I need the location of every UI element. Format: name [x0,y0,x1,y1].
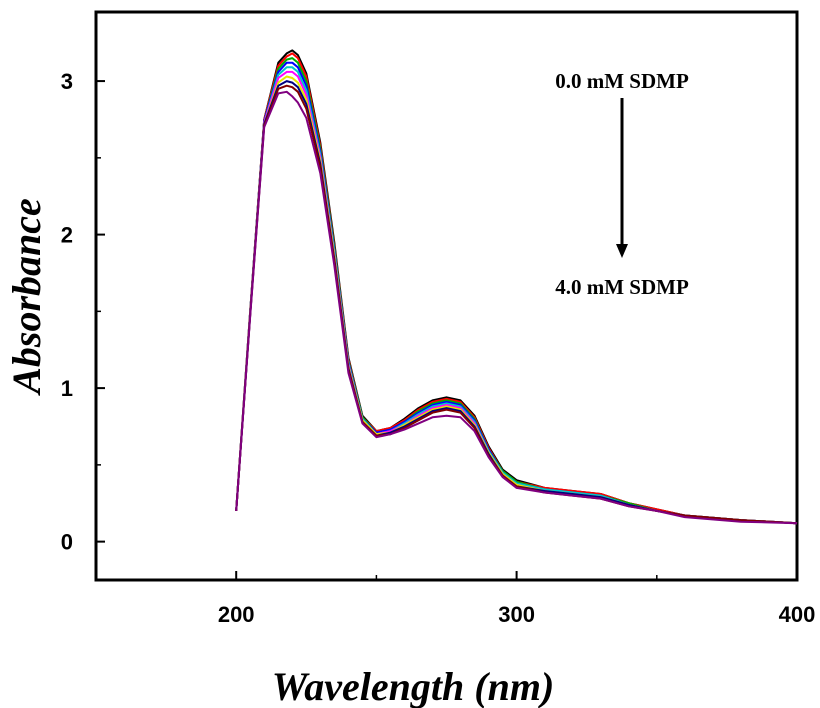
spectrum-line-3 [235,57,798,525]
spectrum-line-1 [235,49,798,525]
spectrum-line-8 [235,80,798,525]
spectrum-line-10 [235,90,798,525]
spectrum-line-5 [235,66,798,525]
y-tick-label: 2 [61,223,73,248]
x-tick-label: 400 [779,602,816,627]
spectrum-line-2 [235,52,798,525]
decrease-arrow-head [616,244,628,258]
x-tick-label: 200 [218,602,255,627]
y-tick-label: 0 [61,530,73,555]
plot-frame [94,10,799,582]
annotation-start-concentration: 0.0 mM SDMP [555,69,689,93]
spectrum-line-4 [235,61,798,525]
y-axis-title: Absorbance [4,198,49,397]
x-axis-title: Wavelength (nm) [272,664,555,708]
x-tick-label: 300 [498,602,535,627]
y-tick-label: 3 [61,69,73,94]
axis-ticks: 200 300 400 0 1 2 3 [61,69,816,627]
series-layer [235,49,798,525]
y-tick-label: 1 [61,376,73,401]
annotation-end-concentration: 4.0 mM SDMP [555,275,689,299]
